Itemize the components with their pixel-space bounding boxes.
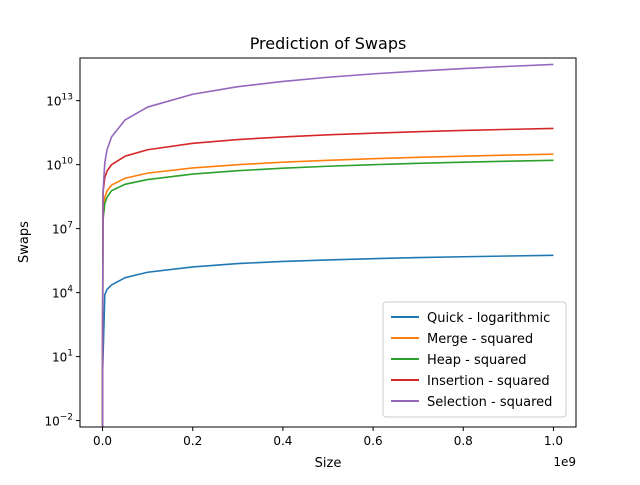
y-tick-base: 10 <box>44 415 59 429</box>
x-tick-label: 0.6 <box>364 434 383 448</box>
x-tick-label: 1.0 <box>544 434 563 448</box>
legend-entry: Merge - squared <box>427 332 533 347</box>
y-tick-label: 10−2 <box>44 413 73 429</box>
chart-title: Prediction of Swaps <box>250 34 407 53</box>
y-tick-base: 10 <box>52 223 67 237</box>
series-line-4 <box>101 63 554 427</box>
legend-entry: Insertion - squared <box>427 374 550 389</box>
y-tick-exponent: 4 <box>67 285 73 295</box>
x-tick-label: 0.8 <box>454 434 473 448</box>
y-tick-label: 1010 <box>46 157 73 173</box>
legend-entry: Quick - logarithmic <box>427 311 550 326</box>
y-tick-label: 1013 <box>46 93 73 109</box>
legend-entry: Heap - squared <box>427 353 527 368</box>
y-tick-exponent: 1 <box>67 349 73 359</box>
x-axis-label: Size <box>315 456 342 471</box>
y-tick-exponent: 7 <box>67 221 73 231</box>
legend-box <box>382 301 567 418</box>
y-tick-label: 101 <box>52 349 73 365</box>
series-line-0 <box>101 254 554 427</box>
series-line-2 <box>101 159 554 427</box>
y-tick-base: 10 <box>52 351 67 365</box>
series-line-1 <box>101 153 554 427</box>
x-tick-label: 0.4 <box>273 434 292 448</box>
y-tick-exponent: 13 <box>62 93 73 103</box>
plot-area <box>101 63 554 427</box>
y-tick-base: 10 <box>46 159 61 173</box>
y-tick-label: 107 <box>52 221 73 237</box>
x-axis-ticks: 0.0 0.2 0.4 0.6 0.8 1.0 <box>93 427 563 448</box>
y-tick-exponent: 10 <box>62 157 74 167</box>
x-tick-label: 0.0 <box>93 434 112 448</box>
y-tick-base: 10 <box>52 287 67 301</box>
legend: Quick - logarithmic Merge - squared Heap -… <box>382 301 567 418</box>
y-tick-label: 104 <box>52 285 73 301</box>
y-axis-label: Swaps <box>17 221 32 263</box>
x-tick-label: 0.2 <box>183 434 202 448</box>
x-axis-offset-label: 1e9 <box>553 455 576 469</box>
y-tick-exponent: −2 <box>60 413 73 423</box>
legend-entry: Selection - squared <box>427 395 552 410</box>
axes-frame <box>79 57 577 428</box>
y-tick-base: 10 <box>46 95 61 109</box>
